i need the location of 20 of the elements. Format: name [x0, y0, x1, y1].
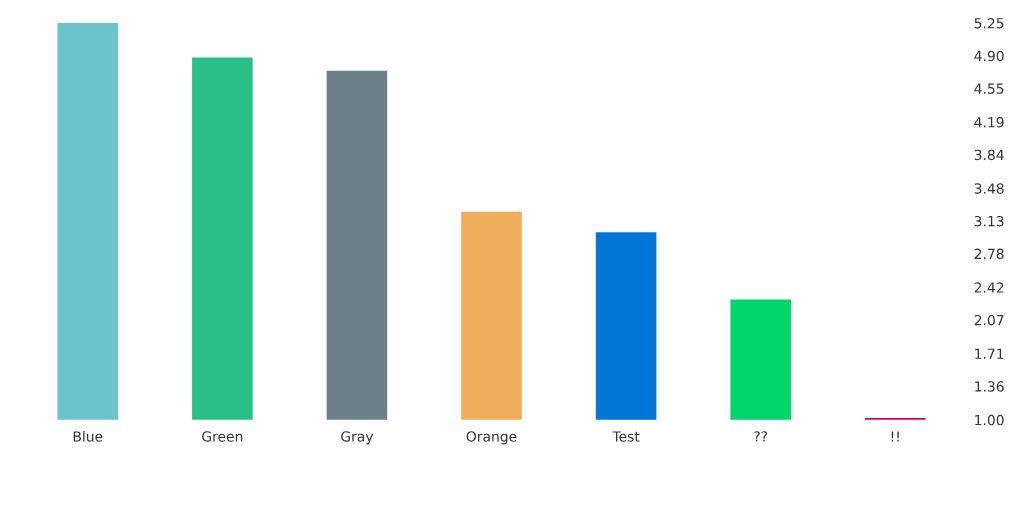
x-tick-label: Green — [202, 431, 243, 442]
y-tick-label: 4.90 — [974, 50, 1004, 62]
y-tick-label: 4.19 — [974, 116, 1004, 128]
y-tick-label: 3.48 — [974, 183, 1004, 194]
y-tick-label: 1.36 — [975, 381, 1004, 392]
y-tick-label: 2.78 — [974, 248, 1004, 260]
y-tick-label: 3.84 — [974, 149, 1004, 161]
x-tick-label: Test — [612, 431, 640, 442]
y-tick-label: 1.71 — [975, 348, 1004, 359]
y-tick-label: 4.55 — [974, 83, 1004, 94]
y-tick-label: 5.25 — [974, 18, 1004, 29]
x-tick-label: Orange — [466, 431, 517, 445]
x-tick-label: ?? — [754, 431, 768, 442]
y-tick-label: 2.07 — [974, 314, 1004, 326]
y-tick-label: 3.13 — [974, 215, 1004, 227]
x-tick-label: Gray — [341, 431, 374, 445]
y-tick-label: 2.42 — [974, 282, 1004, 293]
y-tick-label: 1.00 — [975, 414, 1004, 426]
x-tick-label: Blue — [73, 430, 103, 442]
x-tick-label: !! — [891, 431, 899, 442]
